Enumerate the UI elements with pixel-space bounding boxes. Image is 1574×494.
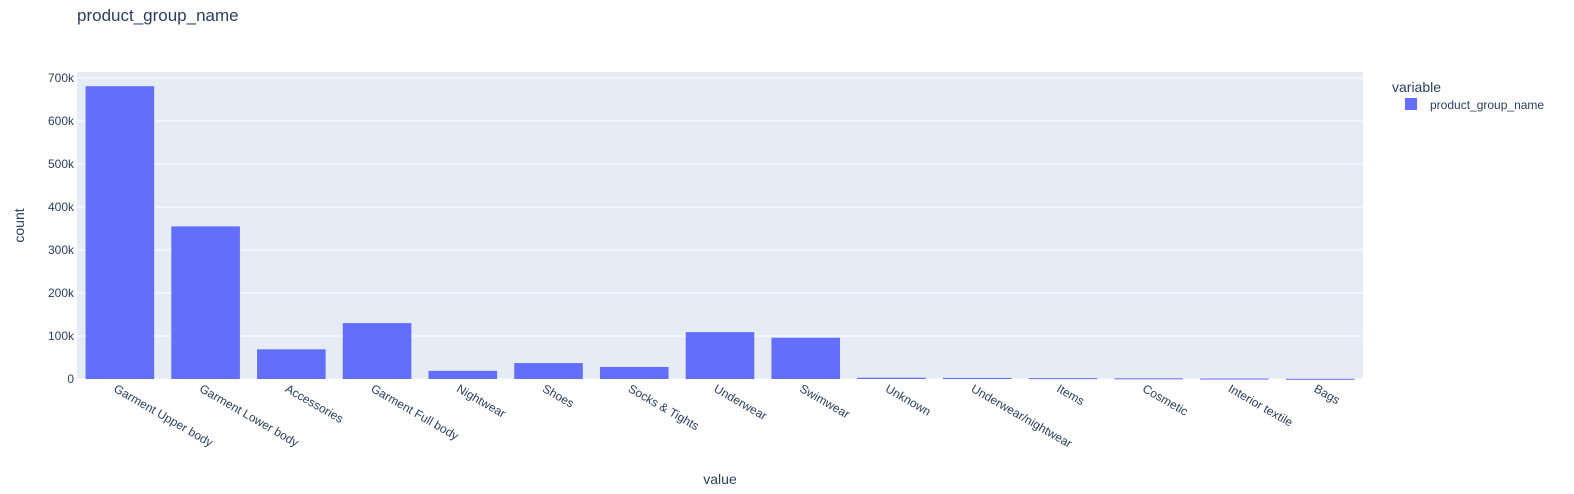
x-tick-label: Interior textile xyxy=(1226,381,1296,429)
legend-swatch[interactable] xyxy=(1405,98,1417,110)
plot-background xyxy=(77,72,1363,379)
bar[interactable] xyxy=(428,370,498,379)
bar[interactable] xyxy=(685,332,755,379)
bar[interactable] xyxy=(1028,378,1098,380)
chart-title: product_group_name xyxy=(77,6,239,25)
bar[interactable] xyxy=(857,377,926,379)
y-tick-label: 200k xyxy=(48,286,75,300)
y-tick-label: 400k xyxy=(48,200,75,214)
x-tick-label: Cosmetic xyxy=(1140,381,1190,418)
bar[interactable] xyxy=(257,349,326,379)
legend: variable product_group_name xyxy=(1392,79,1544,112)
y-tick-label: 300k xyxy=(48,243,75,257)
bar[interactable] xyxy=(942,377,1012,379)
bars xyxy=(85,86,1355,380)
y-axis-label: count xyxy=(11,208,27,242)
bar[interactable] xyxy=(599,366,669,379)
bar[interactable] xyxy=(771,337,841,379)
x-axis-label: value xyxy=(703,471,737,487)
y-tick-label: 100k xyxy=(48,329,75,343)
x-tick-label: Shoes xyxy=(540,381,576,410)
y-axis-ticks: 0 100k 200k 300k 400k 500k 600k 700k xyxy=(48,71,75,386)
x-tick-label: Underwear xyxy=(712,381,770,422)
bar[interactable] xyxy=(1114,378,1183,380)
x-tick-label: Items xyxy=(1054,381,1086,408)
bar[interactable] xyxy=(342,323,412,379)
y-tick-label: 0 xyxy=(67,372,74,386)
x-tick-label: Unknown xyxy=(883,381,933,418)
x-tick-label: Swimwear xyxy=(797,381,852,421)
legend-title: variable xyxy=(1392,79,1441,95)
bar[interactable] xyxy=(1200,378,1269,380)
bar[interactable] xyxy=(85,86,155,379)
bar[interactable] xyxy=(514,363,583,379)
x-tick-label: Accessories xyxy=(283,381,346,425)
y-tick-label: 700k xyxy=(48,71,75,85)
x-tick-label: Nightwear xyxy=(454,381,508,420)
x-tick-label: Socks & Tights xyxy=(626,381,702,433)
legend-label[interactable]: product_group_name xyxy=(1430,98,1544,112)
bar[interactable] xyxy=(1285,378,1355,380)
x-tick-label: Bags xyxy=(1312,381,1343,407)
x-tick-label: Garment Full body xyxy=(369,381,461,442)
y-tick-label: 500k xyxy=(48,157,75,171)
bar[interactable] xyxy=(171,226,240,379)
y-tick-label: 600k xyxy=(48,114,75,128)
